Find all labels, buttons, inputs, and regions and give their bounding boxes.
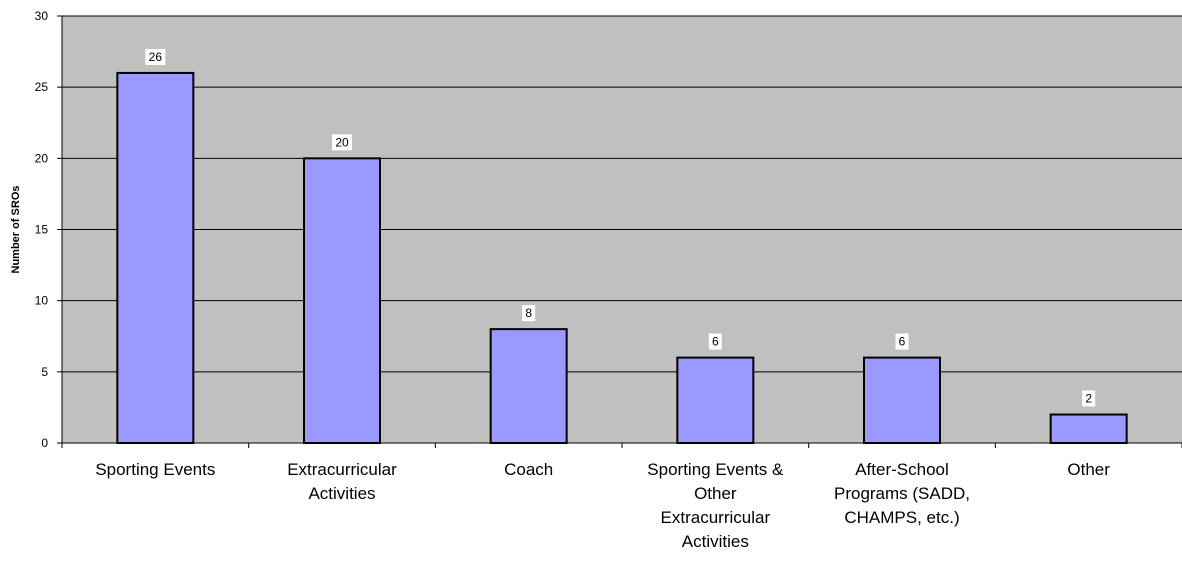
data-label-box — [145, 48, 166, 65]
x-axis-ticks: Sporting Events Extracurricular Activities… — [61, 443, 1182, 551]
x-tick-label: After-School Programs (SADD, CHAMPS, etc.) — [834, 460, 970, 527]
data-label-box — [708, 333, 722, 350]
y-axis-ticks: 0 5 10 15 20 25 30 — [35, 9, 62, 450]
data-label: 2 — [1085, 392, 1092, 406]
y-tick-label: 10 — [35, 294, 49, 308]
x-tick-label: Coach — [504, 460, 553, 479]
data-label-box — [895, 333, 909, 350]
x-tick-label: Extracurricular Activities — [287, 460, 397, 503]
x-tick-label: Sporting Events & Other Extracurricular Act… — [647, 460, 784, 551]
data-label: 26 — [149, 50, 163, 64]
data-label: 8 — [525, 306, 532, 320]
y-tick-label: 5 — [41, 365, 48, 379]
x-tick-label: Other — [1067, 460, 1110, 479]
data-label: 20 — [335, 135, 349, 149]
y-tick-label: 20 — [35, 151, 49, 165]
bar — [1049, 413, 1128, 444]
bar — [303, 157, 381, 444]
y-axis-label: Number of SROs — [10, 185, 22, 273]
data-label-box — [522, 305, 536, 322]
y-tick-label: 30 — [35, 9, 49, 23]
y-tick-label: 25 — [35, 80, 49, 94]
data-label-box — [332, 134, 352, 151]
bar — [863, 356, 941, 445]
bars — [116, 71, 1128, 445]
x-tick-label: Sporting Events — [95, 460, 215, 479]
y-tick-label: 15 — [35, 223, 49, 237]
bar — [489, 328, 568, 444]
data-label: 6 — [712, 335, 719, 349]
bar — [676, 356, 755, 445]
gridlines — [62, 15, 1182, 373]
bar — [116, 71, 195, 445]
data-labels: 26 20 8 6 6 2 — [145, 48, 1096, 407]
data-label: 6 — [899, 335, 906, 349]
data-label-box — [1082, 390, 1096, 407]
y-tick-label: 0 — [41, 436, 48, 450]
